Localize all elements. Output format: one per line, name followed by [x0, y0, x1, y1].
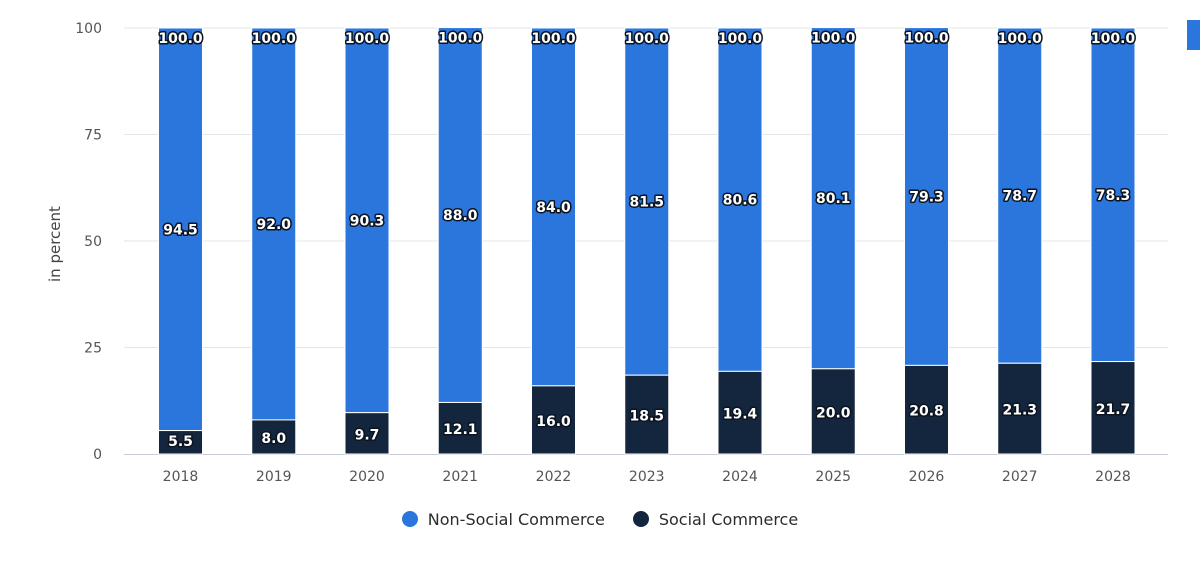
x-tick-label: 2023: [629, 469, 665, 485]
data-label-social: 12.1: [443, 422, 478, 438]
bar-non-social: [717, 27, 763, 372]
bar-social: [810, 368, 856, 455]
data-label-social: 5.5: [168, 434, 193, 450]
data-label-social: 20.0: [816, 405, 851, 421]
data-label-total: 100.0: [904, 31, 949, 47]
x-tick-label: 2020: [349, 469, 385, 485]
x-tick-label: 2025: [815, 469, 851, 485]
data-label-non-social: 80.6: [723, 193, 758, 209]
bar-non-social: [1090, 27, 1136, 363]
bar-social: [251, 419, 297, 455]
data-label-non-social: 84.0: [536, 200, 571, 216]
bar-non-social: [531, 27, 576, 387]
x-tick-label: 2022: [536, 469, 572, 485]
y-tick-label: 50: [84, 234, 102, 250]
bar-social: [158, 430, 203, 455]
data-label-total: 100.0: [531, 31, 576, 47]
data-label-total: 100.0: [252, 31, 297, 47]
data-label-total: 100.0: [998, 31, 1043, 47]
bar-non-social: [810, 27, 856, 370]
data-label-non-social: 94.5: [163, 222, 198, 238]
data-label-non-social: 92.0: [256, 217, 291, 233]
bar-non-social: [437, 27, 483, 403]
data-label-total: 100.0: [1091, 31, 1136, 47]
bar-non-social: [904, 27, 949, 366]
data-label-social: 21.7: [1096, 402, 1131, 418]
x-tick-label: 2019: [256, 469, 292, 485]
data-label-social: 8.0: [261, 431, 286, 447]
data-label-non-social: 78.3: [1096, 188, 1131, 204]
data-label-non-social: 80.1: [816, 191, 851, 207]
x-tick-label: 2024: [722, 469, 758, 485]
x-tick-label: 2028: [1095, 469, 1131, 485]
data-label-non-social: 78.7: [1002, 189, 1037, 205]
data-label-non-social: 79.3: [909, 189, 944, 205]
legend-label-social: Social Commerce: [658, 509, 799, 529]
data-label-non-social: 88.0: [443, 208, 478, 224]
legend-swatch-social-icon: [632, 511, 649, 527]
data-label-total: 100.0: [718, 31, 763, 47]
bar-social: [997, 362, 1043, 455]
bar-non-social: [624, 27, 670, 376]
bar-social: [1090, 361, 1136, 455]
data-label-total: 100.0: [625, 31, 670, 47]
legend-item-social-commerce[interactable]: Social Commerce: [632, 509, 799, 529]
data-label-non-social: 81.5: [629, 195, 664, 211]
data-label-social: 9.7: [355, 427, 380, 443]
data-label-social: 19.4: [723, 407, 758, 423]
data-label-total: 100.0: [438, 31, 483, 47]
bar-non-social: [158, 27, 203, 432]
bar-non-social: [344, 27, 390, 414]
x-tick-label: 2027: [1002, 469, 1038, 485]
data-label-social: 21.3: [1002, 403, 1037, 419]
legend: Non-Social Commerce Social Commerce: [0, 506, 1200, 532]
x-tick-label: 2026: [909, 469, 945, 485]
data-label-total: 100.0: [158, 31, 203, 47]
x-tick-label: 2021: [442, 469, 478, 485]
y-axis-label: in percent: [46, 206, 64, 282]
data-label-non-social: 90.3: [350, 213, 385, 229]
y-tick-label: 0: [93, 447, 102, 463]
legend-label-non-social: Non-Social Commerce: [427, 509, 605, 529]
y-tick-label: 25: [84, 341, 102, 357]
bar-social: [437, 401, 483, 455]
bar-non-social: [997, 27, 1043, 364]
legend-swatch-non-social-icon: [401, 511, 418, 527]
data-label-total: 100.0: [811, 31, 856, 47]
legend-item-non-social-commerce[interactable]: Non-Social Commerce: [401, 509, 605, 529]
data-label-social: 20.8: [909, 404, 944, 420]
y-axis-label-wrapper: in percent: [40, 206, 70, 282]
y-tick-label: 75: [84, 128, 102, 144]
bar-social: [531, 385, 576, 455]
x-tick-label: 2018: [163, 469, 199, 485]
bar-non-social: [251, 27, 297, 421]
bar-social: [344, 412, 390, 455]
data-label-social: 18.5: [629, 409, 664, 425]
bar-social: [904, 364, 949, 455]
data-label-total: 100.0: [345, 31, 390, 47]
bar-social: [624, 374, 670, 455]
bar-social: [717, 370, 763, 455]
y-tick-label: 100: [75, 21, 102, 37]
partial-scroll-indicator: [1187, 20, 1200, 50]
data-label-social: 16.0: [536, 414, 571, 430]
